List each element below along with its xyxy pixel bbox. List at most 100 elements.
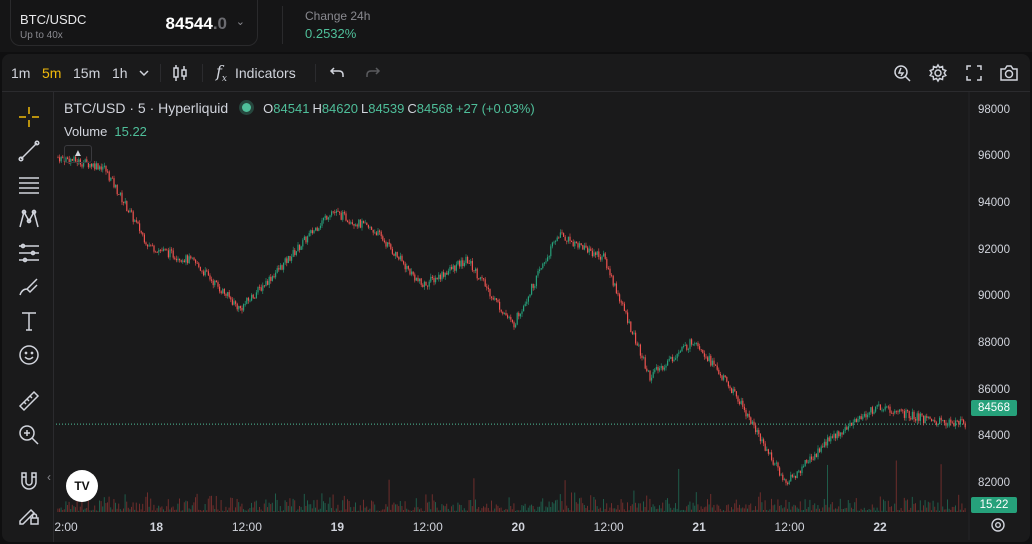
volume-bar <box>263 503 265 512</box>
volume-bar <box>527 507 529 512</box>
fullscreen-icon[interactable] <box>964 62 984 84</box>
quick-search-icon[interactable] <box>892 62 912 84</box>
volume-bar <box>414 507 416 512</box>
chevron-down-icon[interactable]: ⌄ <box>235 16 245 28</box>
candle-body <box>774 463 776 465</box>
timeframe-1m[interactable]: 1m <box>11 65 31 81</box>
volume-bar <box>201 510 203 512</box>
zoom-in-icon[interactable] <box>16 422 42 448</box>
volume-bar <box>846 507 848 512</box>
volume-bar <box>747 508 748 512</box>
candle-body <box>499 301 501 310</box>
volume-bar <box>771 498 772 512</box>
candle-body <box>468 263 470 264</box>
camera-icon[interactable] <box>998 62 1020 84</box>
volume-bar <box>673 507 675 512</box>
volume-bar <box>95 510 97 512</box>
candle-body <box>404 263 406 270</box>
volume-bar <box>377 510 379 512</box>
timeframe-15m[interactable]: 15m <box>73 65 101 81</box>
volume-bar <box>259 506 260 512</box>
candle-body <box>539 269 541 271</box>
tradingview-logo[interactable]: TV <box>66 470 98 502</box>
indicators-button[interactable]: fx Indicators <box>216 62 296 84</box>
volume-bar <box>83 509 84 512</box>
candle-body <box>132 211 134 222</box>
candle-body <box>335 210 337 213</box>
gear-icon[interactable] <box>928 62 948 84</box>
chevron-left-icon[interactable]: ‹ <box>47 470 51 484</box>
candle-body <box>191 257 193 259</box>
brush-icon[interactable] <box>16 274 42 300</box>
candle-body <box>204 270 206 276</box>
candle-body <box>785 479 787 483</box>
text-icon[interactable] <box>16 308 42 334</box>
candles-icon[interactable] <box>170 62 190 84</box>
fib-icon[interactable] <box>16 172 42 198</box>
volume-bar <box>651 507 652 512</box>
candle-body <box>742 400 744 407</box>
volume-bar <box>185 500 187 512</box>
volume-bar <box>175 509 177 512</box>
timeframe-1h[interactable]: 1h <box>112 65 128 81</box>
magnet-icon[interactable] <box>16 468 42 494</box>
candle-body <box>727 381 729 387</box>
candle-body <box>159 249 161 251</box>
candle-body <box>609 268 611 276</box>
volume-bar <box>233 510 235 512</box>
candle-body <box>607 268 609 269</box>
volume-bar <box>579 498 580 512</box>
time-tick: 12:00 <box>774 520 805 534</box>
volume-bar <box>148 506 150 512</box>
candle-body <box>351 222 353 224</box>
trendline-icon[interactable] <box>16 138 42 164</box>
candle-body <box>545 261 547 263</box>
volume-bar <box>684 510 686 512</box>
crosshair-icon[interactable] <box>16 104 42 130</box>
collapse-legend-button[interactable]: ▲ <box>64 145 92 163</box>
emoji-icon[interactable] <box>16 342 42 368</box>
ruler-icon[interactable] <box>16 388 42 414</box>
candle-body <box>326 215 328 220</box>
candle-body <box>339 211 341 213</box>
pair-selector[interactable]: BTC/USDC Up to 40x 84544.0 ⌄ <box>10 0 258 46</box>
volume-bar <box>241 503 243 512</box>
redo-icon[interactable] <box>364 62 382 84</box>
volume-bar <box>491 500 492 512</box>
volume-bar <box>454 510 456 512</box>
candle-body <box>913 411 915 420</box>
candle-body <box>323 218 325 221</box>
volume-bar <box>583 504 585 512</box>
volume-bar <box>508 497 510 512</box>
volume-bar <box>963 510 964 512</box>
candle-body <box>121 192 123 203</box>
volume-bar <box>735 499 737 512</box>
volume-bar <box>951 506 953 512</box>
volume-bar <box>761 502 763 512</box>
candle-body <box>489 289 491 297</box>
volume-bar <box>353 506 355 512</box>
prediction-icon[interactable] <box>16 240 42 266</box>
volume-bar <box>174 509 176 512</box>
candle-body <box>894 410 896 414</box>
candle-body <box>243 304 245 311</box>
pattern-icon[interactable] <box>16 206 42 232</box>
timeframe-5m[interactable]: 5m <box>42 65 62 81</box>
volume-bar <box>390 509 392 512</box>
axis-settings-icon[interactable] <box>990 517 1006 538</box>
volume-bar <box>335 508 337 512</box>
chevron-down-icon[interactable] <box>137 62 151 84</box>
lock-pencil-icon[interactable] <box>16 502 42 528</box>
volume-bar <box>558 510 560 512</box>
candle-body <box>147 244 149 247</box>
volume-bar <box>79 506 81 512</box>
symbol-label[interactable]: BTC/USD · 5 · Hyperliquid <box>64 100 229 116</box>
candle-body <box>531 283 533 295</box>
volume-bar <box>900 508 902 512</box>
candle-body <box>308 233 310 237</box>
candle-body <box>606 258 608 269</box>
candle-body <box>940 417 942 421</box>
volume-bar <box>87 495 89 512</box>
undo-icon[interactable] <box>328 62 346 84</box>
